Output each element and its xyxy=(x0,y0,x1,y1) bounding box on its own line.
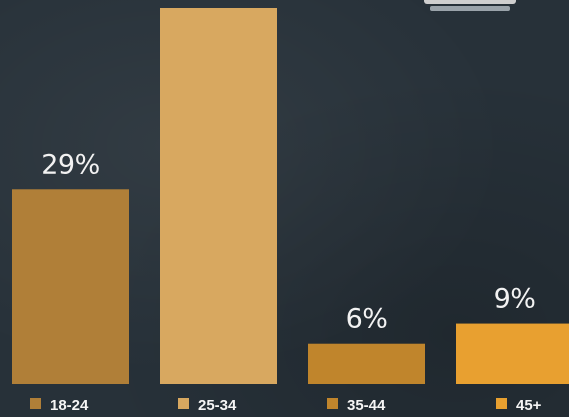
value-label-35-44: 6% xyxy=(346,304,388,335)
bar-35-44 xyxy=(308,343,425,384)
legend-swatch-45+ xyxy=(496,398,507,409)
badge-icon xyxy=(424,0,516,11)
legend-label-18-24: 18-24 xyxy=(50,397,89,414)
legend-swatch-35-44 xyxy=(327,398,338,409)
legend-label-25-34: 25-34 xyxy=(198,397,237,414)
value-label-45+: 9% xyxy=(494,284,536,315)
bar-25-34 xyxy=(160,8,277,384)
value-label-18-24: 29% xyxy=(41,149,100,180)
legend-label-35-44: 35-44 xyxy=(347,397,386,414)
legend-swatch-25-34 xyxy=(178,398,189,409)
legend-swatch-18-24 xyxy=(30,398,41,409)
legend-label-45+: 45+ xyxy=(516,397,542,414)
bar-45+ xyxy=(456,323,569,384)
bar-18-24 xyxy=(12,189,129,384)
